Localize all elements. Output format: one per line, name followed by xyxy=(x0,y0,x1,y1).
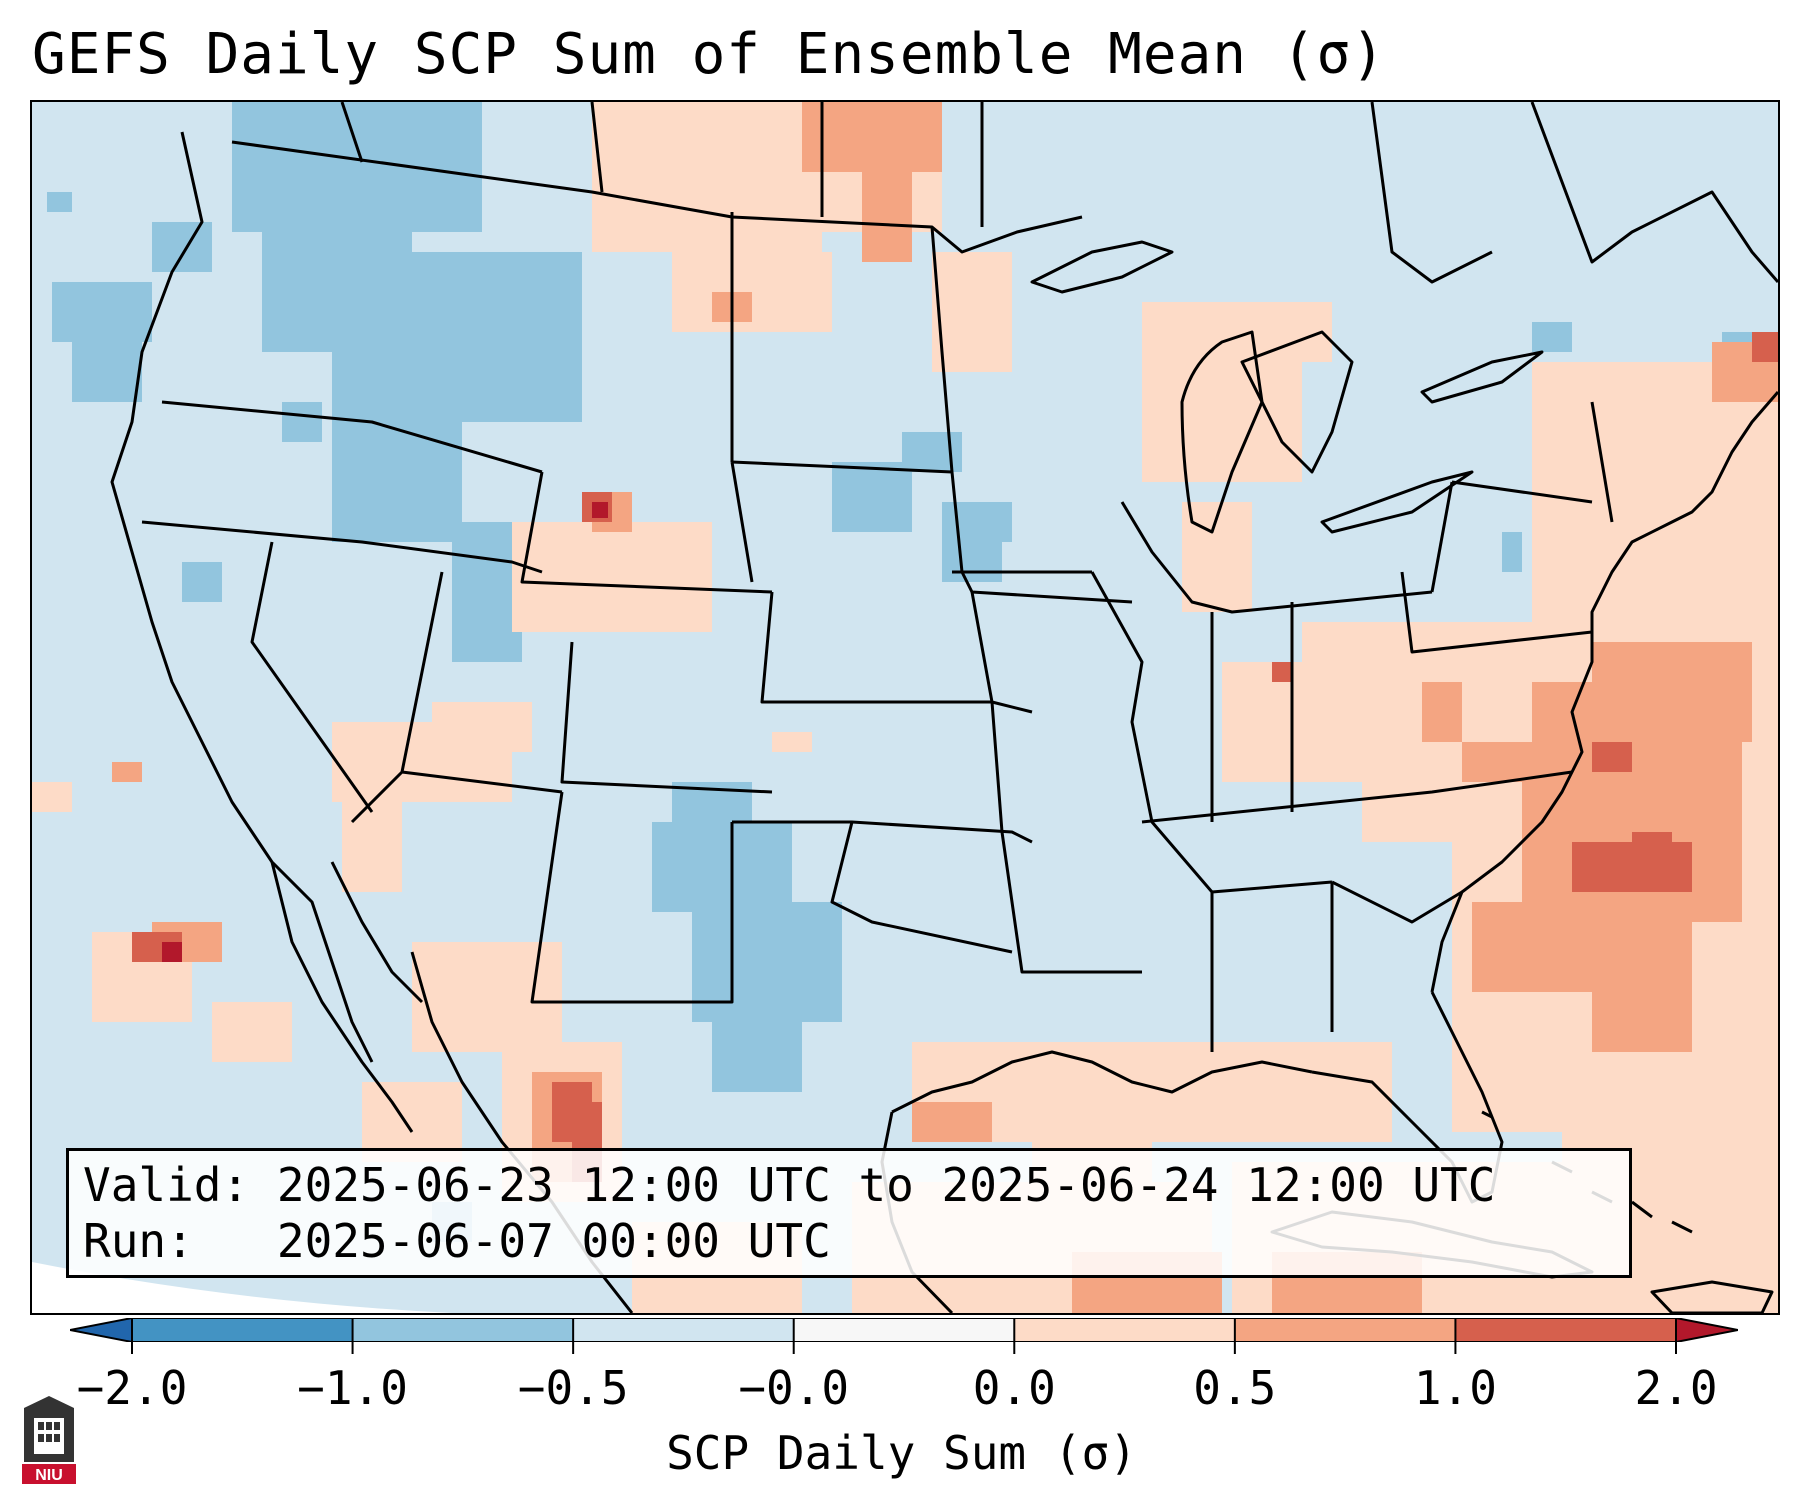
colorbar-tick-label: −2.0 xyxy=(76,1361,188,1415)
colorbar-bin xyxy=(793,1318,1015,1342)
valid-line: Valid: 2025-06-23 12:00 UTC to 2025-06-2… xyxy=(83,1157,1615,1213)
logo-text: NIU xyxy=(35,1467,63,1484)
colorbar-bin xyxy=(1234,1318,1456,1342)
colorbar-bin xyxy=(352,1318,574,1342)
colorbar-tick-label: 2.0 xyxy=(1634,1361,1718,1415)
negative-anomaly-field xyxy=(47,102,1752,1242)
colorbar-bin xyxy=(1455,1318,1677,1342)
valid-label: Valid: xyxy=(83,1158,250,1212)
colorbar-bin xyxy=(573,1318,795,1342)
max-anomaly-cells xyxy=(162,502,608,962)
colorbar-title: SCP Daily Sum (σ) xyxy=(666,1426,1137,1480)
colorbar-bin xyxy=(132,1318,354,1342)
scp-map xyxy=(32,102,1778,1313)
colorbar-tick-label: 0.0 xyxy=(972,1361,1056,1415)
colorbar-ticks xyxy=(131,1318,1677,1354)
chart-title: GEFS Daily SCP Sum of Ensemble Mean (σ) xyxy=(32,22,1386,87)
colorbar-tick-label: 1.0 xyxy=(1413,1361,1497,1415)
map-panel xyxy=(30,100,1780,1315)
run-label: Run: xyxy=(83,1214,194,1268)
run-line: Run: 2025-06-07 00:00 UTC xyxy=(83,1213,1615,1269)
niu-logo: NIU xyxy=(22,1396,76,1484)
colorbar-under-extension xyxy=(70,1318,132,1342)
valid-run-info-box: Valid: 2025-06-23 12:00 UTC to 2025-06-2… xyxy=(66,1148,1632,1278)
colorbar-over-extension xyxy=(1676,1318,1738,1342)
colorbar-bin xyxy=(1014,1318,1236,1342)
run-value: 2025-06-07 00:00 UTC xyxy=(276,1214,831,1268)
projection-edge-left xyxy=(32,1262,452,1313)
colorbar xyxy=(70,1318,1738,1342)
colorbar-tick-label: −0.5 xyxy=(517,1361,629,1415)
boundaries xyxy=(110,102,1778,1313)
colorbar-tick-label: −1.0 xyxy=(297,1361,408,1415)
colorbar-tick-label: −0.0 xyxy=(738,1361,850,1415)
valid-value: 2025-06-23 12:00 UTC to 2025-06-24 12:00… xyxy=(276,1158,1496,1212)
colorbar-tick-label: 0.5 xyxy=(1193,1361,1277,1415)
